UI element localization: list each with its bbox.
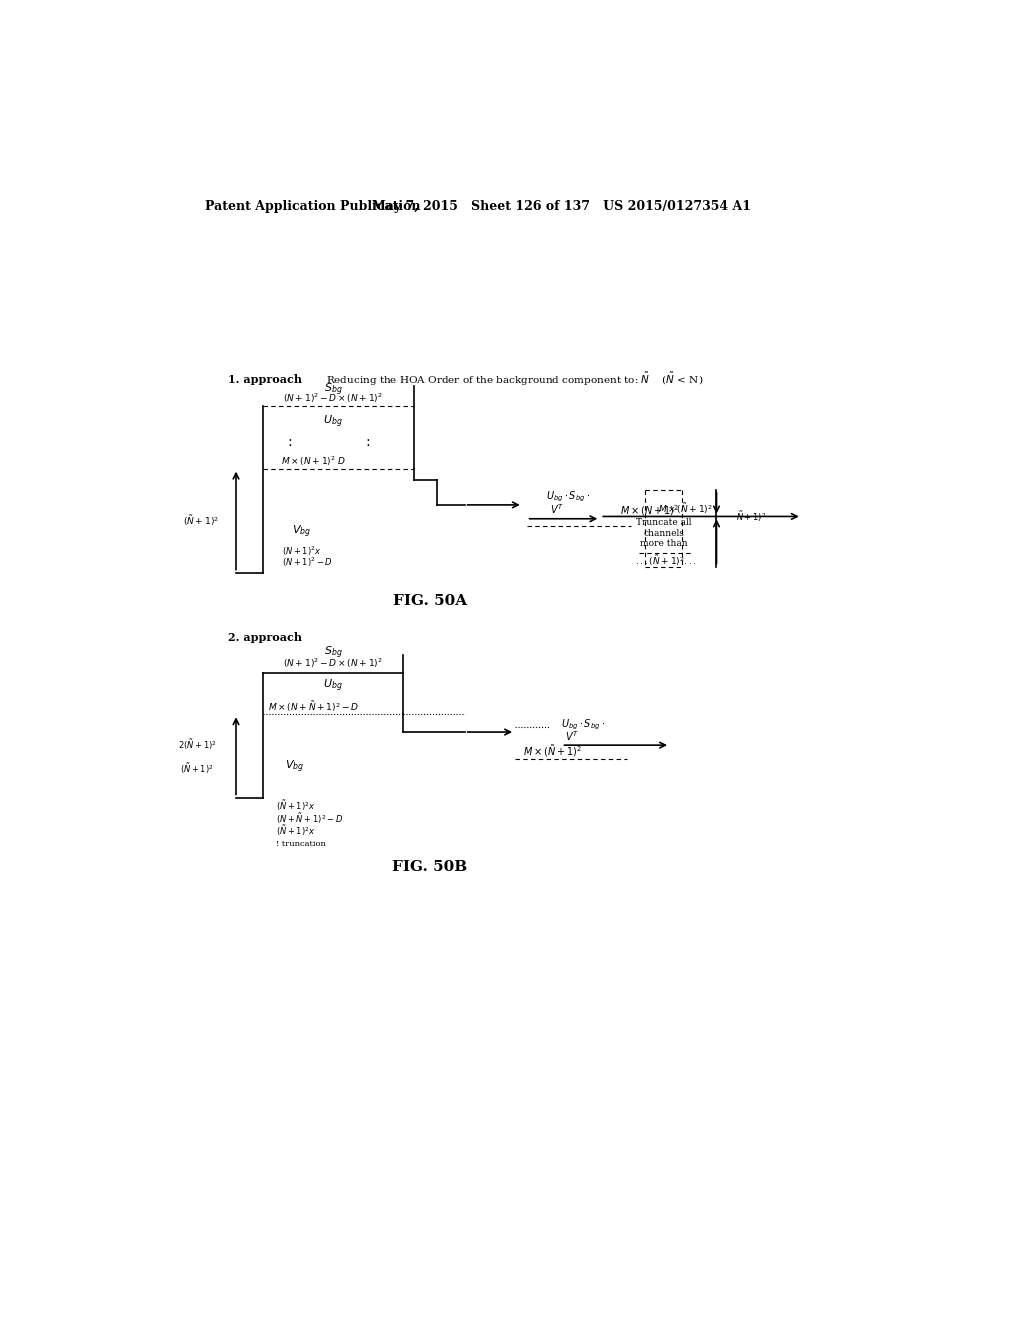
Text: $...(\tilde{N}+1)^2...$: $...(\tilde{N}+1)^2...$ [635, 553, 696, 568]
Text: :: : [365, 434, 370, 449]
Text: $V_{bg}$: $V_{bg}$ [284, 759, 304, 775]
Text: $(N+1)^2 - D \times (N+1)^2$: $(N+1)^2 - D \times (N+1)^2$ [282, 392, 382, 405]
Text: $(N+1)^2 x$: $(N+1)^2 x$ [282, 544, 322, 558]
Text: $S_{bg}$: $S_{bg}$ [323, 644, 341, 661]
Text: FIG. 50A: FIG. 50A [392, 594, 467, 609]
Text: 1. approach: 1. approach [228, 374, 302, 385]
Text: :: : [287, 434, 292, 449]
Text: Reducing the HOA Order of the background component to: $\tilde{N}$    ($\tilde{N: Reducing the HOA Order of the background… [326, 371, 703, 388]
Text: $(\tilde{N}+1)^2$: $(\tilde{N}+1)^2$ [180, 762, 214, 776]
Text: $S_{bg}$: $S_{bg}$ [323, 381, 341, 397]
Text: $(\tilde{N}+1)^2 x$: $(\tilde{N}+1)^2 x$ [276, 797, 316, 813]
Text: 2. approach: 2. approach [228, 632, 302, 643]
Text: Patent Application Publication: Patent Application Publication [205, 199, 420, 213]
Text: FIG. 50B: FIG. 50B [391, 859, 467, 874]
Text: $(\tilde{N}+1)^2 x$: $(\tilde{N}+1)^2 x$ [276, 824, 316, 838]
Text: $U_{bg}$: $U_{bg}$ [323, 413, 342, 430]
Text: $M \times (\tilde{N}+1)^2$: $M \times (\tilde{N}+1)^2$ [657, 502, 712, 516]
Text: $(N+\tilde{N}+1)^2-D$: $(N+\tilde{N}+1)^2-D$ [276, 810, 343, 825]
Text: $(N+1)^2-D$: $(N+1)^2-D$ [282, 556, 333, 569]
Text: channels: channels [643, 529, 684, 537]
Text: $2(\tilde{N}+1)^2$: $2(\tilde{N}+1)^2$ [177, 738, 216, 752]
Text: Truncate all: Truncate all [636, 519, 691, 527]
Text: $U_{bg} \cdot S_{bg} \cdot$: $U_{bg} \cdot S_{bg} \cdot$ [545, 490, 589, 504]
Text: $(\tilde{N}+1)^2$: $(\tilde{N}+1)^2$ [183, 513, 219, 528]
Text: $U_{bg}$: $U_{bg}$ [323, 677, 342, 694]
Text: $V_{bg}$: $V_{bg}$ [292, 524, 311, 540]
Text: $U_{bg} \cdot S_{bg} \cdot$: $U_{bg} \cdot S_{bg} \cdot$ [560, 717, 605, 731]
Text: $(N+1)^2 - D \times (N+1)^2$: $(N+1)^2 - D \times (N+1)^2$ [282, 657, 382, 671]
Text: $M \times (N+1)^2$: $M \times (N+1)^2$ [619, 504, 678, 519]
Text: $V^T$: $V^T$ [549, 502, 564, 516]
Text: $M \times (\tilde{N}+1)^2$: $M \times (\tilde{N}+1)^2$ [522, 743, 581, 759]
Text: May 7, 2015   Sheet 126 of 137   US 2015/0127354 A1: May 7, 2015 Sheet 126 of 137 US 2015/012… [372, 199, 750, 213]
Text: $\tilde{N}+1)^2$: $\tilde{N}+1)^2$ [735, 510, 765, 524]
Text: $M \times (N+\tilde{N}+1)^2 - D$: $M \times (N+\tilde{N}+1)^2 - D$ [268, 700, 359, 714]
Text: more than: more than [639, 539, 687, 548]
Text: ! truncation: ! truncation [276, 840, 326, 847]
Text: $M \times (N+1)^2\  D$: $M \times (N+1)^2\ D$ [280, 454, 345, 467]
Text: $V^T$: $V^T$ [565, 729, 579, 743]
